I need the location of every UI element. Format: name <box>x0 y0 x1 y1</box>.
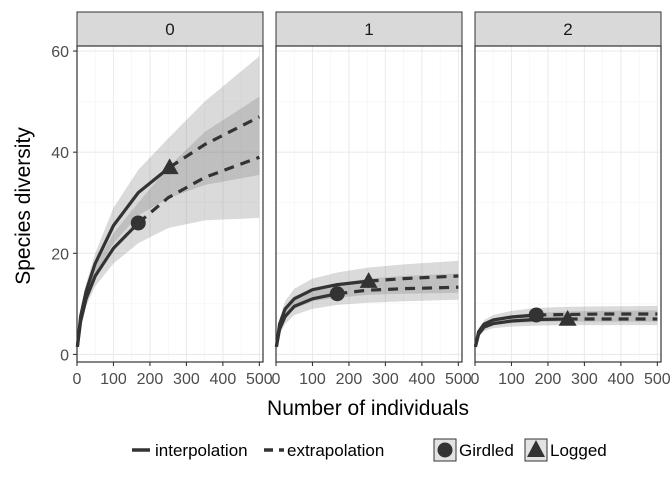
extrapolation-line-girdled <box>137 155 260 225</box>
x-tick-label: 400 <box>210 371 237 388</box>
observed-point-girdled <box>528 307 544 323</box>
gridlines <box>76 46 263 362</box>
x-tick-label: 500 <box>246 371 273 388</box>
legend: interpolation extrapolation Girdled Logged <box>132 438 607 462</box>
panel-border <box>474 45 662 363</box>
x-tick-label: 500 <box>644 371 671 388</box>
panel-background <box>276 46 462 362</box>
y-tick-label: 60 <box>51 44 69 61</box>
x-tick-label: 300 <box>372 371 399 388</box>
panel-background <box>77 46 263 362</box>
panel-border <box>275 45 463 363</box>
y-axis-title: Species diversity <box>12 127 35 285</box>
extrapolation-line-logged <box>168 115 261 169</box>
confidence-band-logged <box>276 260 459 347</box>
extrapolation-line-girdled <box>337 285 459 296</box>
x-tick-label: 300 <box>571 371 598 388</box>
observed-point-logged <box>160 158 179 175</box>
confidence-band-girdled <box>276 273 459 347</box>
x-tick-label: 0 <box>272 371 281 388</box>
facet-strip <box>76 11 264 47</box>
x-tick-label: 100 <box>498 371 525 388</box>
y-tick-label: 20 <box>51 246 69 263</box>
y-tick-label: 0 <box>60 347 69 364</box>
x-tick-label: 300 <box>173 371 200 388</box>
x-axis-title: Number of individuals <box>267 397 469 420</box>
x-tick-label: 500 <box>445 371 472 388</box>
gridlines <box>474 46 661 362</box>
observed-point-girdled <box>329 286 345 302</box>
confidence-band-girdled <box>77 96 260 347</box>
x-tick-label: 400 <box>608 371 635 388</box>
panel-background <box>475 46 661 362</box>
x-axis-2: 0 100 200 300 400 500 <box>471 362 671 388</box>
x-tick-label: 100 <box>100 371 127 388</box>
legend-label-girdled: Girdled <box>459 441 514 460</box>
legend-key-logged <box>527 440 545 457</box>
interpolation-line-logged <box>274 279 369 348</box>
panel-border <box>76 45 264 363</box>
gridlines <box>275 46 462 362</box>
facet-panel-2: 2 0 100 200 300 400 500 <box>471 11 671 388</box>
facet-strip-label: 0 <box>165 20 174 39</box>
interpolation-line-logged <box>75 166 171 347</box>
y-axis: 0 20 40 60 <box>51 44 77 364</box>
facet-strip <box>275 11 463 47</box>
extrapolation-line-logged <box>368 274 459 283</box>
facet-strip <box>474 11 662 47</box>
x-tick-label: 200 <box>137 371 164 388</box>
observed-point-girdled <box>130 215 146 231</box>
x-tick-label: 200 <box>535 371 562 388</box>
confidence-band-logged <box>77 56 260 347</box>
x-tick-label: 0 <box>471 371 480 388</box>
x-tick-label: 0 <box>73 371 82 388</box>
facet-panel-0: 0 0 100 200 300 400 500 <box>73 11 273 388</box>
facet-panel-1: 1 0 100 200 300 400 500 <box>272 11 472 388</box>
legend-label-logged: Logged <box>550 441 607 460</box>
x-axis-1: 0 100 200 300 400 500 <box>272 362 472 388</box>
x-tick-label: 200 <box>336 371 363 388</box>
x-tick-label: 100 <box>299 371 326 388</box>
legend-label-extrapolation: extrapolation <box>287 441 384 460</box>
observed-point-logged <box>359 272 378 288</box>
facet-strip-label: 2 <box>563 20 572 39</box>
facet-strip-label: 1 <box>364 20 373 39</box>
x-tick-label: 400 <box>409 371 436 388</box>
legend-label-interpolation: interpolation <box>155 441 248 460</box>
x-axis-0: 0 100 200 300 400 500 <box>73 362 273 388</box>
observed-point-logged <box>558 310 577 326</box>
legend-key-girdled <box>437 442 453 458</box>
extrapolation-line-girdled <box>536 312 658 317</box>
y-tick-label: 40 <box>51 145 69 162</box>
